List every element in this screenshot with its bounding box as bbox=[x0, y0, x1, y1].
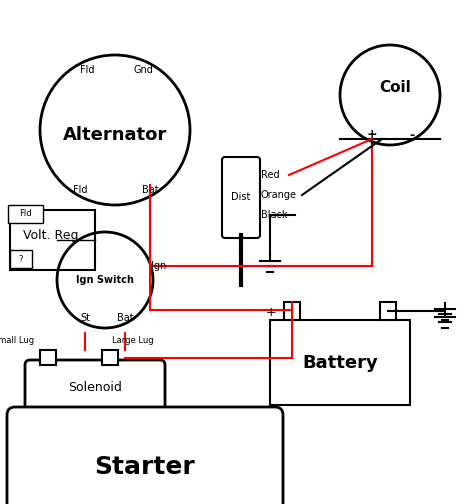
Bar bbox=[10, 210, 95, 270]
Bar bbox=[8, 205, 43, 223]
FancyBboxPatch shape bbox=[222, 157, 260, 238]
Text: ?: ? bbox=[19, 255, 23, 264]
Text: Bat: Bat bbox=[117, 313, 133, 323]
Text: Alternator: Alternator bbox=[63, 126, 167, 144]
Text: St: St bbox=[80, 313, 90, 323]
Text: Fld: Fld bbox=[19, 210, 32, 219]
Bar bbox=[102, 350, 118, 365]
Text: -: - bbox=[410, 129, 415, 142]
Text: Orange: Orange bbox=[261, 190, 297, 200]
Text: +: + bbox=[265, 305, 276, 319]
Bar bbox=[270, 320, 410, 405]
Text: -: - bbox=[404, 305, 409, 319]
Bar bbox=[284, 302, 300, 320]
Text: Coil: Coil bbox=[379, 80, 411, 95]
Text: Dist: Dist bbox=[231, 193, 251, 203]
Bar bbox=[10, 250, 32, 268]
Text: Bat: Bat bbox=[142, 185, 158, 195]
Text: Fld: Fld bbox=[73, 185, 87, 195]
Text: Ign Switch: Ign Switch bbox=[76, 275, 134, 285]
Text: Small Lug: Small Lug bbox=[0, 336, 34, 345]
FancyBboxPatch shape bbox=[25, 360, 165, 415]
Bar bbox=[40, 350, 56, 365]
Text: Black: Black bbox=[261, 210, 288, 220]
Text: Volt. Reg.: Volt. Reg. bbox=[23, 229, 82, 242]
FancyBboxPatch shape bbox=[7, 407, 283, 504]
Text: Solenoid: Solenoid bbox=[68, 381, 122, 394]
Text: Large Lug: Large Lug bbox=[112, 336, 154, 345]
Text: +: + bbox=[367, 129, 377, 142]
Text: Red: Red bbox=[261, 170, 280, 180]
Text: Ign: Ign bbox=[151, 261, 166, 271]
Text: Gnd: Gnd bbox=[133, 65, 153, 75]
Text: Starter: Starter bbox=[95, 456, 195, 479]
Text: Battery: Battery bbox=[302, 353, 378, 371]
Bar bbox=[380, 302, 396, 320]
Text: Fld: Fld bbox=[80, 65, 94, 75]
